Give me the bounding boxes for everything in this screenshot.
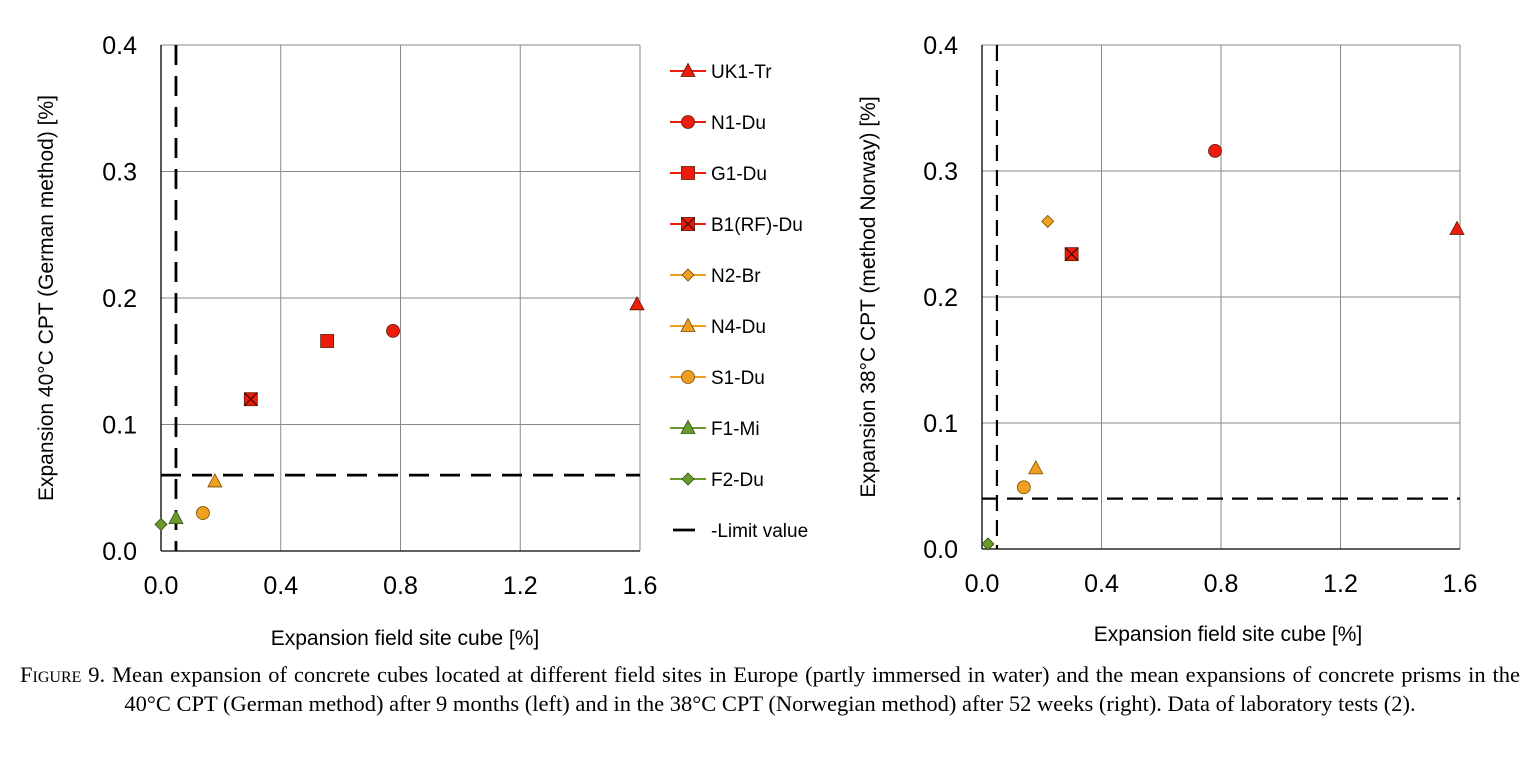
- chart-left: 0.0 0.4 0.8 1.2 1.6 0.0 0.1 0.2 0.3 0.4 Expansion …: [35, 32, 657, 650]
- figure-caption: Figure 9. Mean expansion of concrete cub…: [20, 660, 1520, 718]
- right-y-tick-label: 0.2: [923, 284, 958, 312]
- chart-right: 0.0 0.4 0.8 1.2 1.6 0.0 0.1 0.2 0.3 0.4 Expansion …: [857, 32, 1477, 646]
- legend-item-s1-du: S1-Du: [670, 368, 765, 389]
- legend-marker: [680, 62, 696, 77]
- right-y-tick-label: 0.0: [923, 536, 958, 564]
- right-x-tick-label: 0.4: [1084, 570, 1119, 598]
- left-y-tick-label: 0.0: [102, 538, 137, 566]
- right-point-n2-br: [1041, 214, 1055, 228]
- legend-marker: [681, 268, 695, 282]
- legend-label: N1-Du: [711, 113, 766, 134]
- left-point-f2-du: [154, 517, 168, 532]
- legend-item-limit-value: -Limit value: [673, 521, 808, 542]
- legend-marker: [681, 472, 695, 486]
- legend-marker: [681, 370, 695, 384]
- legend-marker: [680, 419, 696, 434]
- legend-item-n4-du: N4-Du: [670, 317, 766, 338]
- right-y-tick-label: 0.1: [923, 410, 958, 438]
- left-y-tick-label: 0.3: [102, 159, 137, 187]
- left-point-f1-mi: [168, 509, 184, 525]
- right-x-axis-label: Expansion field site cube [%]: [1094, 623, 1363, 646]
- left-x-axis-label: Expansion field site cube [%]: [271, 627, 540, 650]
- legend-item-f2-du: F2-Du: [670, 470, 764, 491]
- caption-lead: Figure 9.: [20, 662, 106, 687]
- legend-label: S1-Du: [711, 368, 765, 389]
- legend-label: UK1-Tr: [711, 62, 772, 83]
- left-x-tick-label: 0.4: [263, 572, 298, 600]
- legend-item-f1-mi: F1-Mi: [670, 419, 760, 440]
- left-point-g1-du: [320, 334, 335, 348]
- left-point-n4-du: [207, 473, 223, 488]
- left-point-b1-rf-du: [243, 392, 258, 407]
- legend-label: F2-Du: [711, 470, 764, 491]
- left-point-n1-du: [386, 323, 400, 338]
- left-x-tick-label: 0.0: [144, 572, 179, 600]
- legend-item-g1-du: G1-Du: [670, 164, 767, 185]
- left-x-tick-label: 1.2: [503, 572, 538, 600]
- left-y-tick-label: 0.4: [102, 32, 137, 60]
- legend-item-n2-br: N2-Br: [670, 266, 761, 287]
- caption-text: Mean expansion of concrete cubes located…: [112, 662, 1520, 716]
- left-x-tick-label: 0.8: [383, 572, 418, 600]
- right-x-tick-label: 1.2: [1323, 570, 1358, 598]
- right-point-n4-du: [1028, 460, 1044, 475]
- right-y-tick-label: 0.3: [923, 158, 958, 186]
- left-y-tick-label: 0.1: [102, 412, 137, 440]
- right-point-b1-rf-du: [1064, 247, 1079, 262]
- legend-label: G1-Du: [711, 164, 767, 185]
- legend-label: N2-Br: [711, 266, 761, 287]
- legend-label: -Limit value: [711, 521, 808, 542]
- left-point-uk1-tr: [629, 295, 645, 311]
- left-point-s1-du: [196, 506, 210, 520]
- legend-marker: [681, 115, 695, 129]
- right-y-axis-label: Expansion 38°C CPT (method Norway) [%]: [857, 96, 880, 497]
- right-point-n1-du: [1208, 143, 1222, 158]
- legend-label: F1-Mi: [711, 419, 760, 440]
- left-grid: [161, 44, 641, 551]
- legend-item-uk1-tr: UK1-Tr: [670, 62, 772, 83]
- right-point-f2-du: [981, 537, 995, 551]
- right-point-uk1-tr: [1449, 220, 1465, 235]
- legend-marker: [681, 217, 695, 231]
- legend-marker: [681, 166, 695, 180]
- left-x-tick-label: 1.6: [623, 572, 658, 600]
- right-x-tick-label: 0.0: [965, 570, 1000, 598]
- legend-item-n1-du: N1-Du: [670, 113, 766, 134]
- right-point-s1-du: [1016, 480, 1031, 495]
- right-y-tick-label: 0.4: [923, 32, 958, 60]
- right-x-tick-label: 0.8: [1204, 570, 1239, 598]
- left-y-tick-label: 0.2: [102, 285, 137, 313]
- right-x-tick-label: 1.6: [1443, 570, 1478, 598]
- left-y-axis-label: Expansion 40°C CPT (German method) [%]: [35, 95, 58, 501]
- legend-marker: [680, 317, 696, 332]
- legend-label: B1(RF)-Du: [711, 215, 803, 236]
- legend-item-b1-rf-du: B1(RF)-Du: [670, 215, 803, 236]
- legend-label: N4-Du: [711, 317, 766, 338]
- legend: UK1-Tr N1-Du G1-Du B1(RF)-Du N2-Br N4-Du S1-Du…: [670, 62, 808, 542]
- right-grid: [982, 44, 1461, 549]
